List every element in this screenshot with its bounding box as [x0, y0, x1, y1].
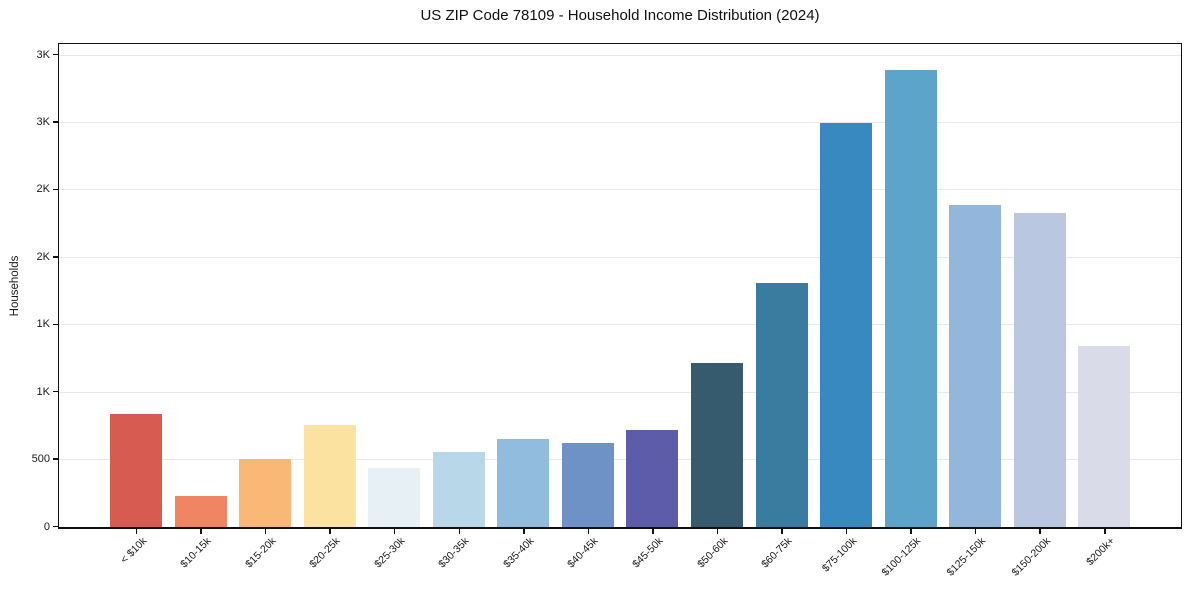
x-tick-mark	[781, 529, 783, 534]
gridline	[59, 189, 1181, 191]
x-tick-mark	[393, 529, 396, 534]
x-tick-label: $35-40k	[500, 535, 537, 571]
x-tick-mark	[716, 529, 719, 534]
x-tick-label: $10-15k	[178, 535, 214, 571]
x-tick-mark	[135, 529, 138, 534]
bar-25-30k	[368, 468, 421, 527]
x-tick-mark	[1104, 529, 1106, 534]
bar-150-200k	[1013, 212, 1066, 527]
x-tick-mark	[264, 529, 267, 534]
x-tick-mark	[652, 529, 654, 534]
x-tick-label: $25-30k	[371, 535, 408, 571]
x-tick-mark	[910, 529, 912, 534]
y-tick-label: 500	[31, 453, 50, 466]
x-tick-label: $50-60k	[694, 535, 730, 571]
gridline	[59, 122, 1181, 124]
y-tick-mark	[53, 525, 58, 528]
gridline	[59, 54, 1181, 56]
x-tick-label: $150-200k	[1009, 535, 1053, 579]
y-tick-label: 0	[43, 520, 50, 533]
bar-200k+	[1078, 345, 1131, 527]
plot-area	[58, 43, 1182, 529]
x-tick-mark	[458, 529, 460, 534]
bar-40-45k	[561, 442, 614, 527]
x-tick-label: $200k+	[1084, 535, 1118, 569]
y-tick-mark	[53, 121, 58, 123]
gridline	[59, 391, 1181, 393]
y-tick-mark	[53, 323, 58, 325]
bar-45-50k	[626, 429, 679, 527]
x-tick-label: < $10k	[117, 535, 149, 566]
y-tick-label: 1K	[36, 318, 50, 331]
bar-15-20k	[239, 458, 292, 527]
x-tick-mark	[523, 529, 525, 534]
bar-100-125k	[884, 69, 937, 527]
gridline	[59, 459, 1181, 461]
y-tick-mark	[53, 256, 58, 258]
y-tick-label: 3K	[36, 48, 50, 61]
x-tick-mark	[200, 529, 202, 534]
x-tick-label: $75-100k	[819, 535, 860, 575]
bar-10k	[110, 414, 162, 527]
x-tick-label: $15-20k	[242, 535, 279, 571]
x-tick-mark	[974, 529, 977, 534]
bar-20-25k	[303, 424, 356, 527]
x-tick-label: $100-125k	[880, 535, 924, 579]
y-tick-label: 3K	[36, 116, 50, 129]
bar-10-15k	[174, 496, 227, 527]
y-tick-label: 2K	[36, 183, 50, 196]
bar-75-100k	[820, 122, 873, 527]
x-tick-mark	[329, 529, 331, 534]
x-tick-label: $40-45k	[565, 535, 601, 571]
x-tick-mark	[845, 529, 848, 534]
chart-title: US ZIP Code 78109 - Household Income Dis…	[420, 7, 820, 24]
x-tick-label: $60-75k	[759, 535, 795, 571]
bar-50-60k	[690, 362, 743, 527]
x-tick-mark	[587, 529, 590, 534]
gridline	[59, 324, 1181, 326]
x-tick-label: $30-35k	[436, 535, 472, 571]
y-axis-label: Households	[9, 255, 21, 317]
y-tick-mark	[53, 53, 58, 56]
y-tick-mark	[53, 390, 58, 393]
bar-35-40k	[497, 439, 550, 527]
bar-60-75k	[755, 282, 808, 527]
y-tick-label: 2K	[36, 250, 50, 263]
x-tick-mark	[1039, 529, 1041, 534]
bar-30-35k	[432, 451, 485, 527]
gridline	[59, 256, 1181, 258]
x-tick-label: $45-50k	[630, 535, 666, 571]
y-tick-label: 1K	[36, 385, 50, 398]
bar-125-150k	[949, 204, 1002, 527]
y-tick-mark	[53, 458, 58, 460]
x-tick-label: $20-25k	[307, 535, 343, 571]
x-tick-label: $125-150k	[944, 535, 989, 579]
y-tick-mark	[53, 188, 58, 191]
